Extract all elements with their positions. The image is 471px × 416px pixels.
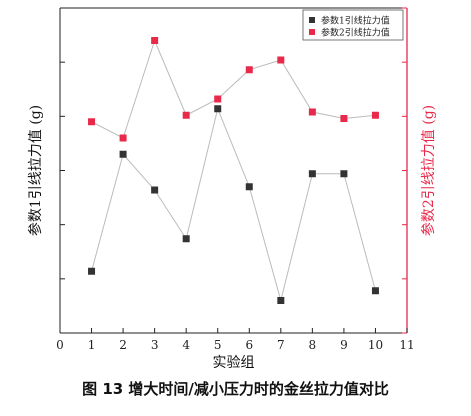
series-2-point [119, 134, 127, 142]
series-line-2 [91, 39, 376, 139]
series-2-point [88, 118, 96, 126]
series-1-point [340, 170, 348, 178]
series-1-point [119, 150, 127, 158]
series-1-point [88, 267, 96, 275]
y-axis-left-title: 参数1引线拉力值 (g) [27, 105, 44, 236]
x-tick-label: 4 [182, 338, 190, 352]
y-axis-right-title: 参数2引线拉力值 (g) [420, 105, 437, 236]
series-1-point [277, 297, 285, 304]
legend-box [302, 9, 404, 41]
x-tick-label: 6 [245, 338, 253, 352]
series-2-point [182, 111, 190, 119]
x-tick-label: 10 [368, 338, 383, 352]
x-tick-label: 0 [56, 338, 64, 352]
series-1-point [214, 105, 222, 113]
x-tick-label: 2 [119, 338, 127, 352]
series-line-1 [91, 107, 376, 303]
series-2-point [371, 111, 379, 119]
series-2-point [245, 66, 253, 74]
x-tick-label: 5 [214, 338, 222, 352]
figure-caption: 图 13 增大时间/减小压力时的金丝拉力值对比 [82, 380, 389, 398]
x-tick-label: 3 [151, 338, 159, 352]
x-axis-title: 实验组 [213, 355, 255, 371]
x-tick-label: 7 [277, 338, 285, 352]
series-1-point [245, 183, 253, 191]
legend-marker-1 [309, 17, 315, 23]
series-2-point [340, 115, 348, 122]
series-2-point [151, 37, 159, 44]
series-2-point [308, 108, 316, 116]
legend-label-2: 参数2引线拉力值 [321, 27, 390, 39]
x-tick-label: 11 [399, 338, 414, 352]
x-tick-label: 9 [340, 338, 348, 352]
series-1-point [182, 235, 190, 243]
x-tick-label: 1 [88, 338, 96, 352]
series-1-point [151, 186, 159, 194]
legend-label-1: 参数1引线拉力值 [321, 15, 390, 27]
series-1-point [308, 170, 316, 178]
legend-marker-2 [309, 29, 315, 35]
series-2-point [277, 56, 285, 64]
series-2-point [214, 95, 222, 103]
series-1-point [371, 287, 379, 295]
x-tick-label: 8 [309, 338, 317, 352]
